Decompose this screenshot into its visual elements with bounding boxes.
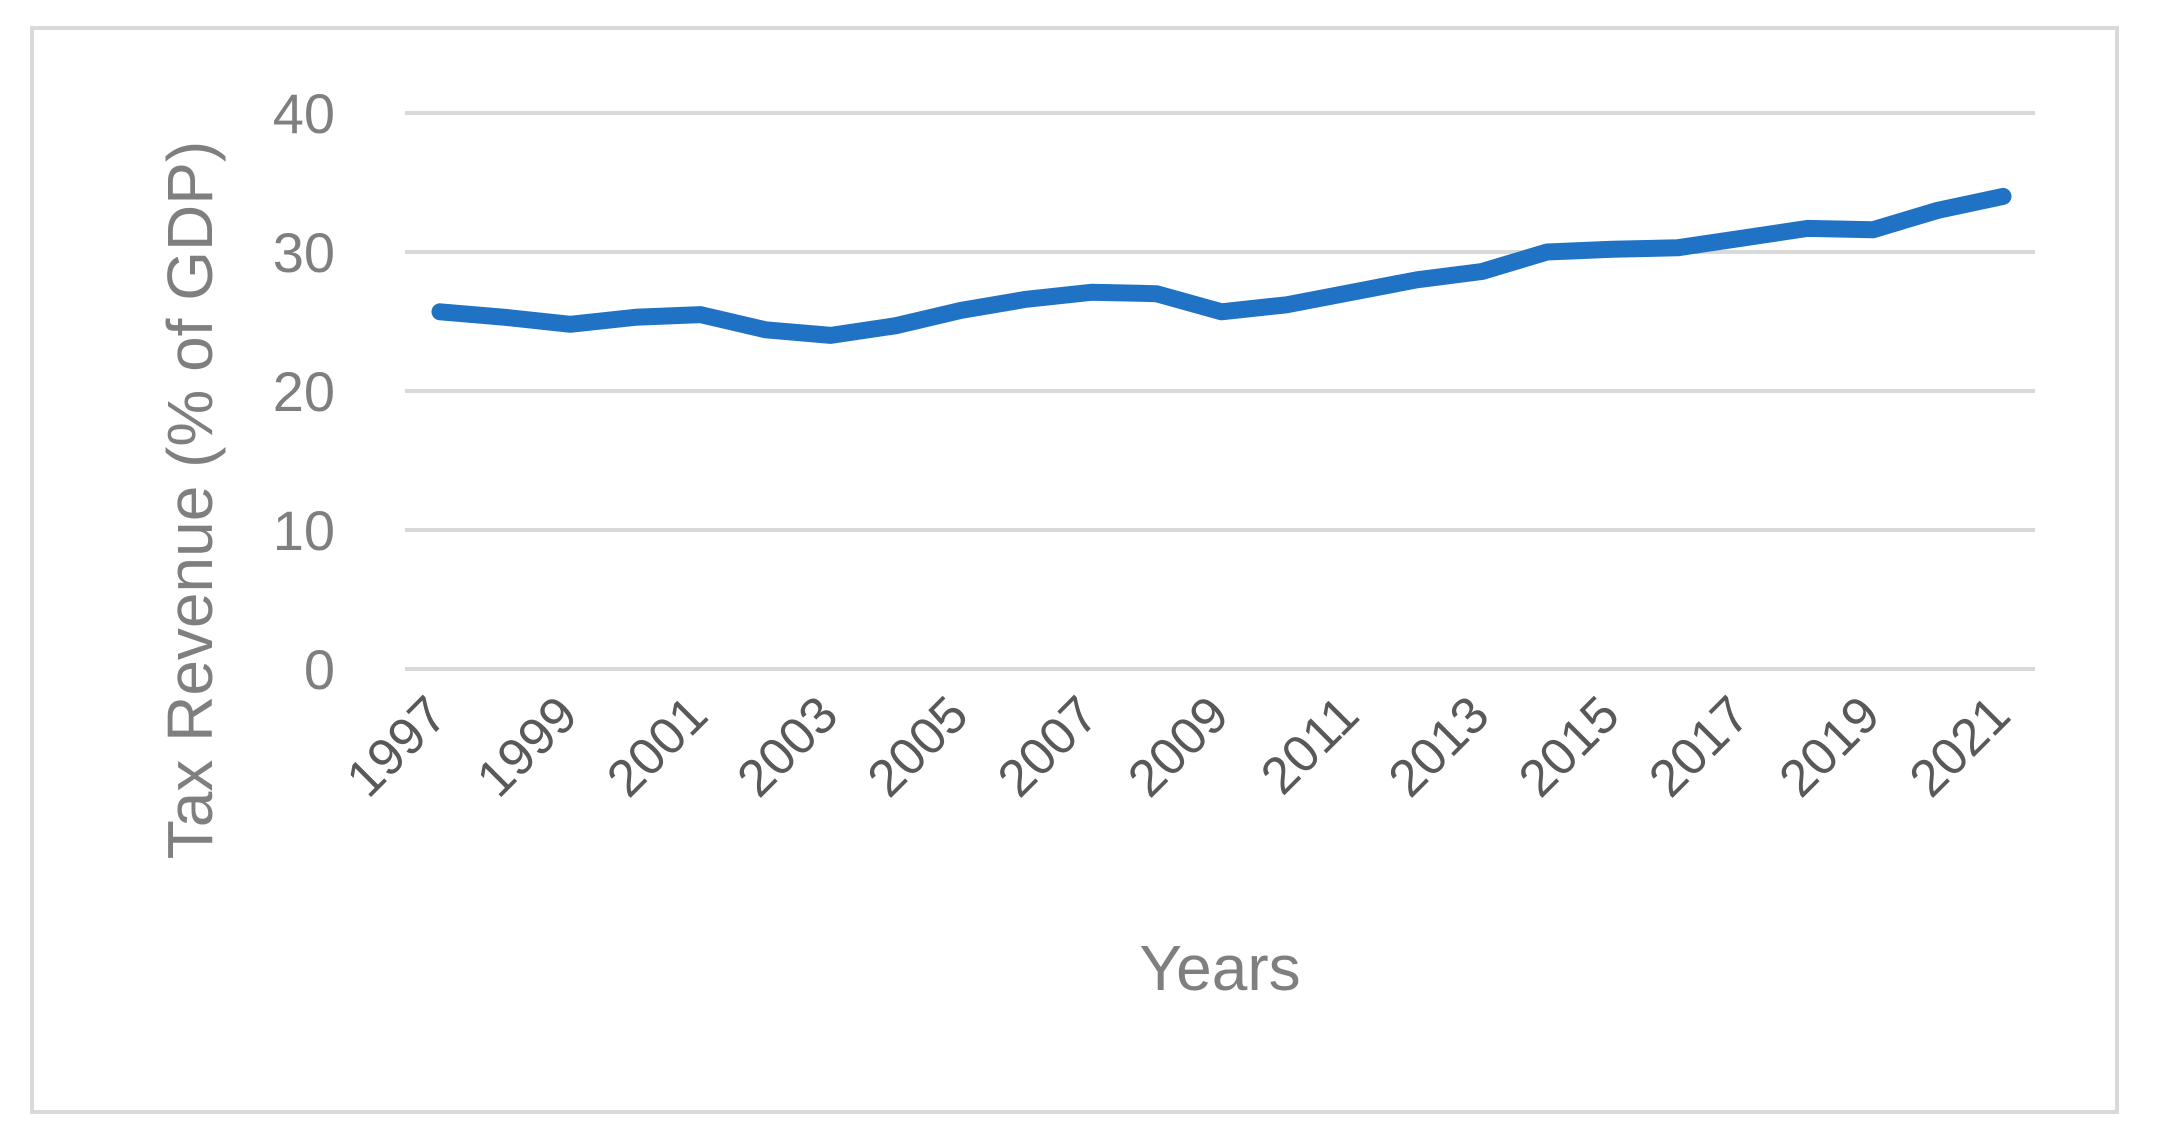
x-tick-label: 2005 bbox=[857, 685, 980, 808]
y-tick-label: 0 bbox=[304, 638, 335, 701]
y-axis-title: Tax Revenue (% of GDP) bbox=[154, 141, 226, 860]
chart-frame bbox=[30, 26, 2119, 1114]
x-tick-label: 2017 bbox=[1638, 685, 1761, 808]
x-tick-label: 2003 bbox=[726, 685, 849, 808]
y-tick-label: 10 bbox=[273, 499, 335, 562]
x-tick-label: 2001 bbox=[596, 685, 719, 808]
y-axis-ticks: 0 10 20 30 40 bbox=[273, 82, 335, 701]
x-axis-ticks: 1997 1999 2001 2003 2005 2007 2009 2011 2013 2015… bbox=[336, 685, 2022, 808]
x-tick-label: 2021 bbox=[1899, 685, 2022, 808]
x-tick-label: 1997 bbox=[336, 685, 459, 808]
x-tick-label: 1999 bbox=[466, 685, 589, 808]
x-tick-label: 2015 bbox=[1508, 685, 1631, 808]
series-layer bbox=[431, 187, 2012, 344]
gridlines bbox=[405, 111, 2035, 671]
series-line-0 bbox=[431, 187, 2012, 344]
x-tick-label: 2011 bbox=[1250, 685, 1370, 805]
x-tick-label: 2013 bbox=[1378, 685, 1501, 808]
y-tick-label: 40 bbox=[273, 82, 335, 145]
x-tick-label: 2019 bbox=[1768, 685, 1891, 808]
x-axis-title: Years bbox=[1139, 932, 1300, 1004]
y-tick-label: 30 bbox=[273, 221, 335, 284]
x-tick-label: 2007 bbox=[987, 685, 1110, 808]
x-tick-label: 2009 bbox=[1117, 685, 1240, 808]
y-tick-label: 20 bbox=[273, 360, 335, 423]
